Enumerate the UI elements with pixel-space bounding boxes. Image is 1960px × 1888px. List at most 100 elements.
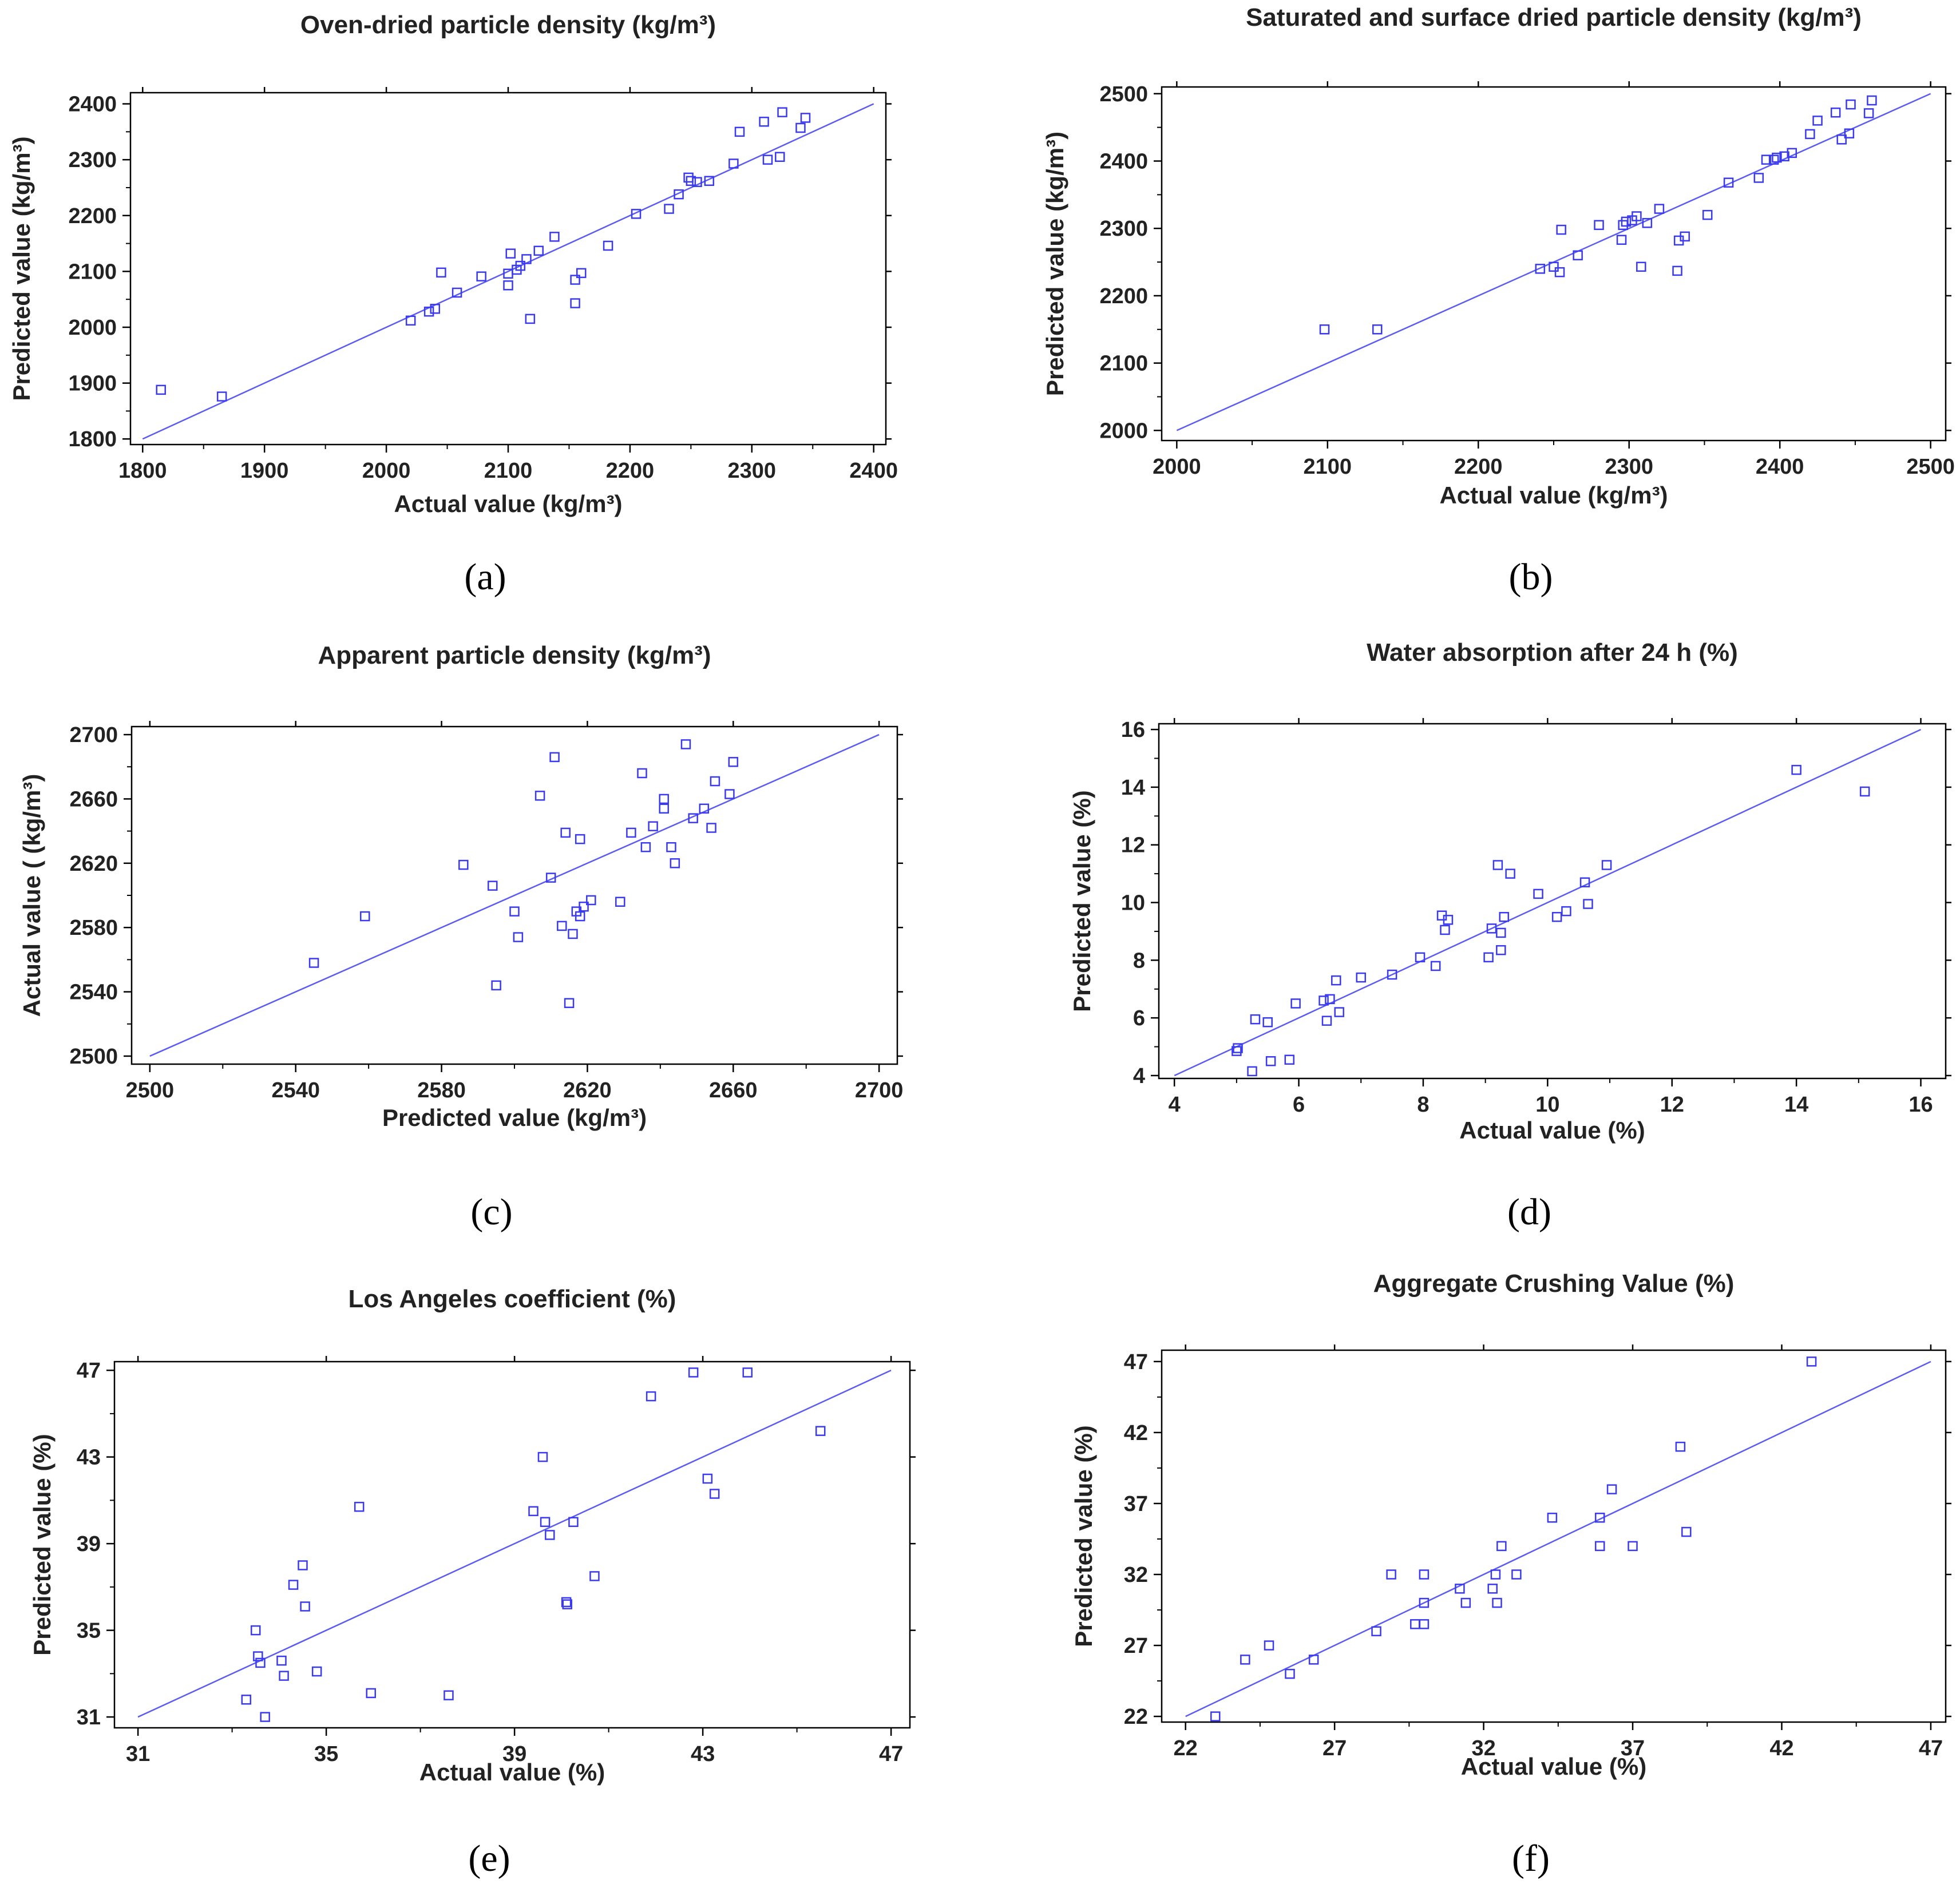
y-tick-label: 35 [77, 1619, 101, 1643]
data-point [777, 107, 787, 117]
data-point [491, 980, 501, 991]
data-point [575, 911, 585, 922]
data-point [1636, 261, 1646, 272]
data-point [640, 842, 651, 852]
data-point [1210, 1711, 1221, 1722]
data-point [1787, 148, 1797, 158]
data-point [1554, 267, 1565, 277]
x-tick-label: 2200 [1454, 455, 1503, 479]
chart-title: Saturated and surface dried particle den… [1246, 3, 1862, 31]
x-tick-label: 2500 [1906, 455, 1955, 479]
data-point [156, 384, 166, 395]
data-point [1812, 116, 1823, 126]
data-point [1487, 1584, 1498, 1594]
data-point [674, 189, 684, 200]
x-tick-label: 2400 [1756, 455, 1804, 479]
x-axis-label: Actual value (%) [419, 1759, 605, 1786]
data-point [686, 176, 696, 186]
chart-panel-6: Aggregate Crushing Value (%) 22 27 32 37 42 47… [1070, 1270, 1951, 1879]
plot-frame [129, 92, 887, 446]
data-point [549, 232, 560, 242]
data-point [354, 1501, 365, 1512]
data-point [680, 739, 691, 749]
x-tick-label: 2700 [855, 1078, 904, 1102]
data-point [423, 306, 434, 317]
x-tick-label: 43 [691, 1742, 715, 1766]
data-point [570, 298, 580, 308]
data-point [534, 791, 545, 801]
chart-panel-2: Saturated and surface dried particle den… [1042, 3, 1955, 598]
x-tick-label: 27 [1322, 1736, 1347, 1760]
data-point [1265, 1056, 1276, 1066]
data-point [1680, 231, 1690, 242]
data-point [1583, 899, 1593, 909]
data-point [626, 827, 636, 838]
data-point [528, 1506, 538, 1517]
data-point [216, 391, 227, 402]
y-tick-label: 8 [1133, 949, 1145, 973]
data-point [405, 315, 416, 326]
x-axis-label: Actual value (kg/m³) [394, 490, 622, 517]
data-point [724, 789, 735, 799]
data-point [458, 859, 469, 870]
data-point [1386, 1569, 1396, 1580]
data-point [1318, 995, 1329, 1006]
data-point [1681, 1526, 1692, 1537]
data-point [288, 1580, 299, 1590]
data-point [699, 803, 710, 814]
data-point [1594, 1512, 1605, 1523]
data-point [659, 803, 669, 814]
data-point [505, 248, 516, 259]
data-point [728, 158, 739, 169]
y-tick-label: 2300 [1099, 217, 1148, 241]
chart-title: Los Angeles coefficient (%) [349, 1285, 676, 1313]
y-axis-label: Actual value ( (kg/m³) [18, 774, 45, 1017]
y-tick-label: 2660 [69, 787, 118, 811]
x-tick-label: 1900 [240, 459, 289, 483]
x-tick-label: 2500 [126, 1078, 175, 1102]
y-tick-label: 22 [1124, 1705, 1148, 1729]
y-tick-label: 32 [1124, 1563, 1148, 1587]
data-point [1387, 969, 1397, 980]
x-tick-label: 35 [314, 1742, 338, 1766]
x-tick-label: 4 [1169, 1093, 1181, 1117]
data-point [666, 842, 676, 852]
data-point [576, 268, 587, 279]
y-axis-label: Predicted value (%) [1068, 790, 1095, 1012]
data-point [444, 1690, 454, 1700]
x-axis-label: Actual value (kg/m³) [1439, 482, 1668, 509]
data-point [1496, 927, 1506, 938]
x-tick-label: 2300 [728, 459, 777, 483]
x-tick-label: 42 [1769, 1736, 1793, 1760]
data-point [1371, 1626, 1381, 1636]
x-tick-label: 47 [1919, 1736, 1943, 1760]
data-point [366, 1688, 377, 1699]
data-point [308, 958, 319, 968]
data-point [1505, 868, 1515, 879]
plot-frame [1158, 723, 1947, 1080]
x-tick-label: 2660 [709, 1078, 758, 1102]
x-axis-label: Actual value (%) [1461, 1753, 1646, 1780]
data-point [1511, 1569, 1522, 1580]
data-point [742, 1367, 753, 1378]
data-point [1642, 218, 1653, 228]
data-point [1490, 1569, 1501, 1580]
panel-label: (a) [464, 556, 506, 598]
data-point [704, 176, 715, 186]
data-point [603, 240, 613, 251]
data-point [1632, 211, 1642, 221]
plot-area [1185, 1356, 1931, 1722]
data-point [488, 880, 498, 891]
data-point [570, 275, 580, 285]
data-point [775, 152, 785, 162]
y-tick-label: 2540 [69, 981, 118, 1005]
data-point [586, 895, 596, 906]
data-point [646, 1391, 656, 1402]
data-point [1628, 1541, 1638, 1552]
x-tick-label: 2000 [362, 459, 411, 483]
y-tick-label: 2200 [68, 204, 117, 228]
x-axis-label: Predicted value (kg/m³) [382, 1104, 647, 1131]
plot-area [137, 1367, 892, 1722]
data-point [1440, 925, 1450, 935]
data-point [300, 1601, 310, 1612]
